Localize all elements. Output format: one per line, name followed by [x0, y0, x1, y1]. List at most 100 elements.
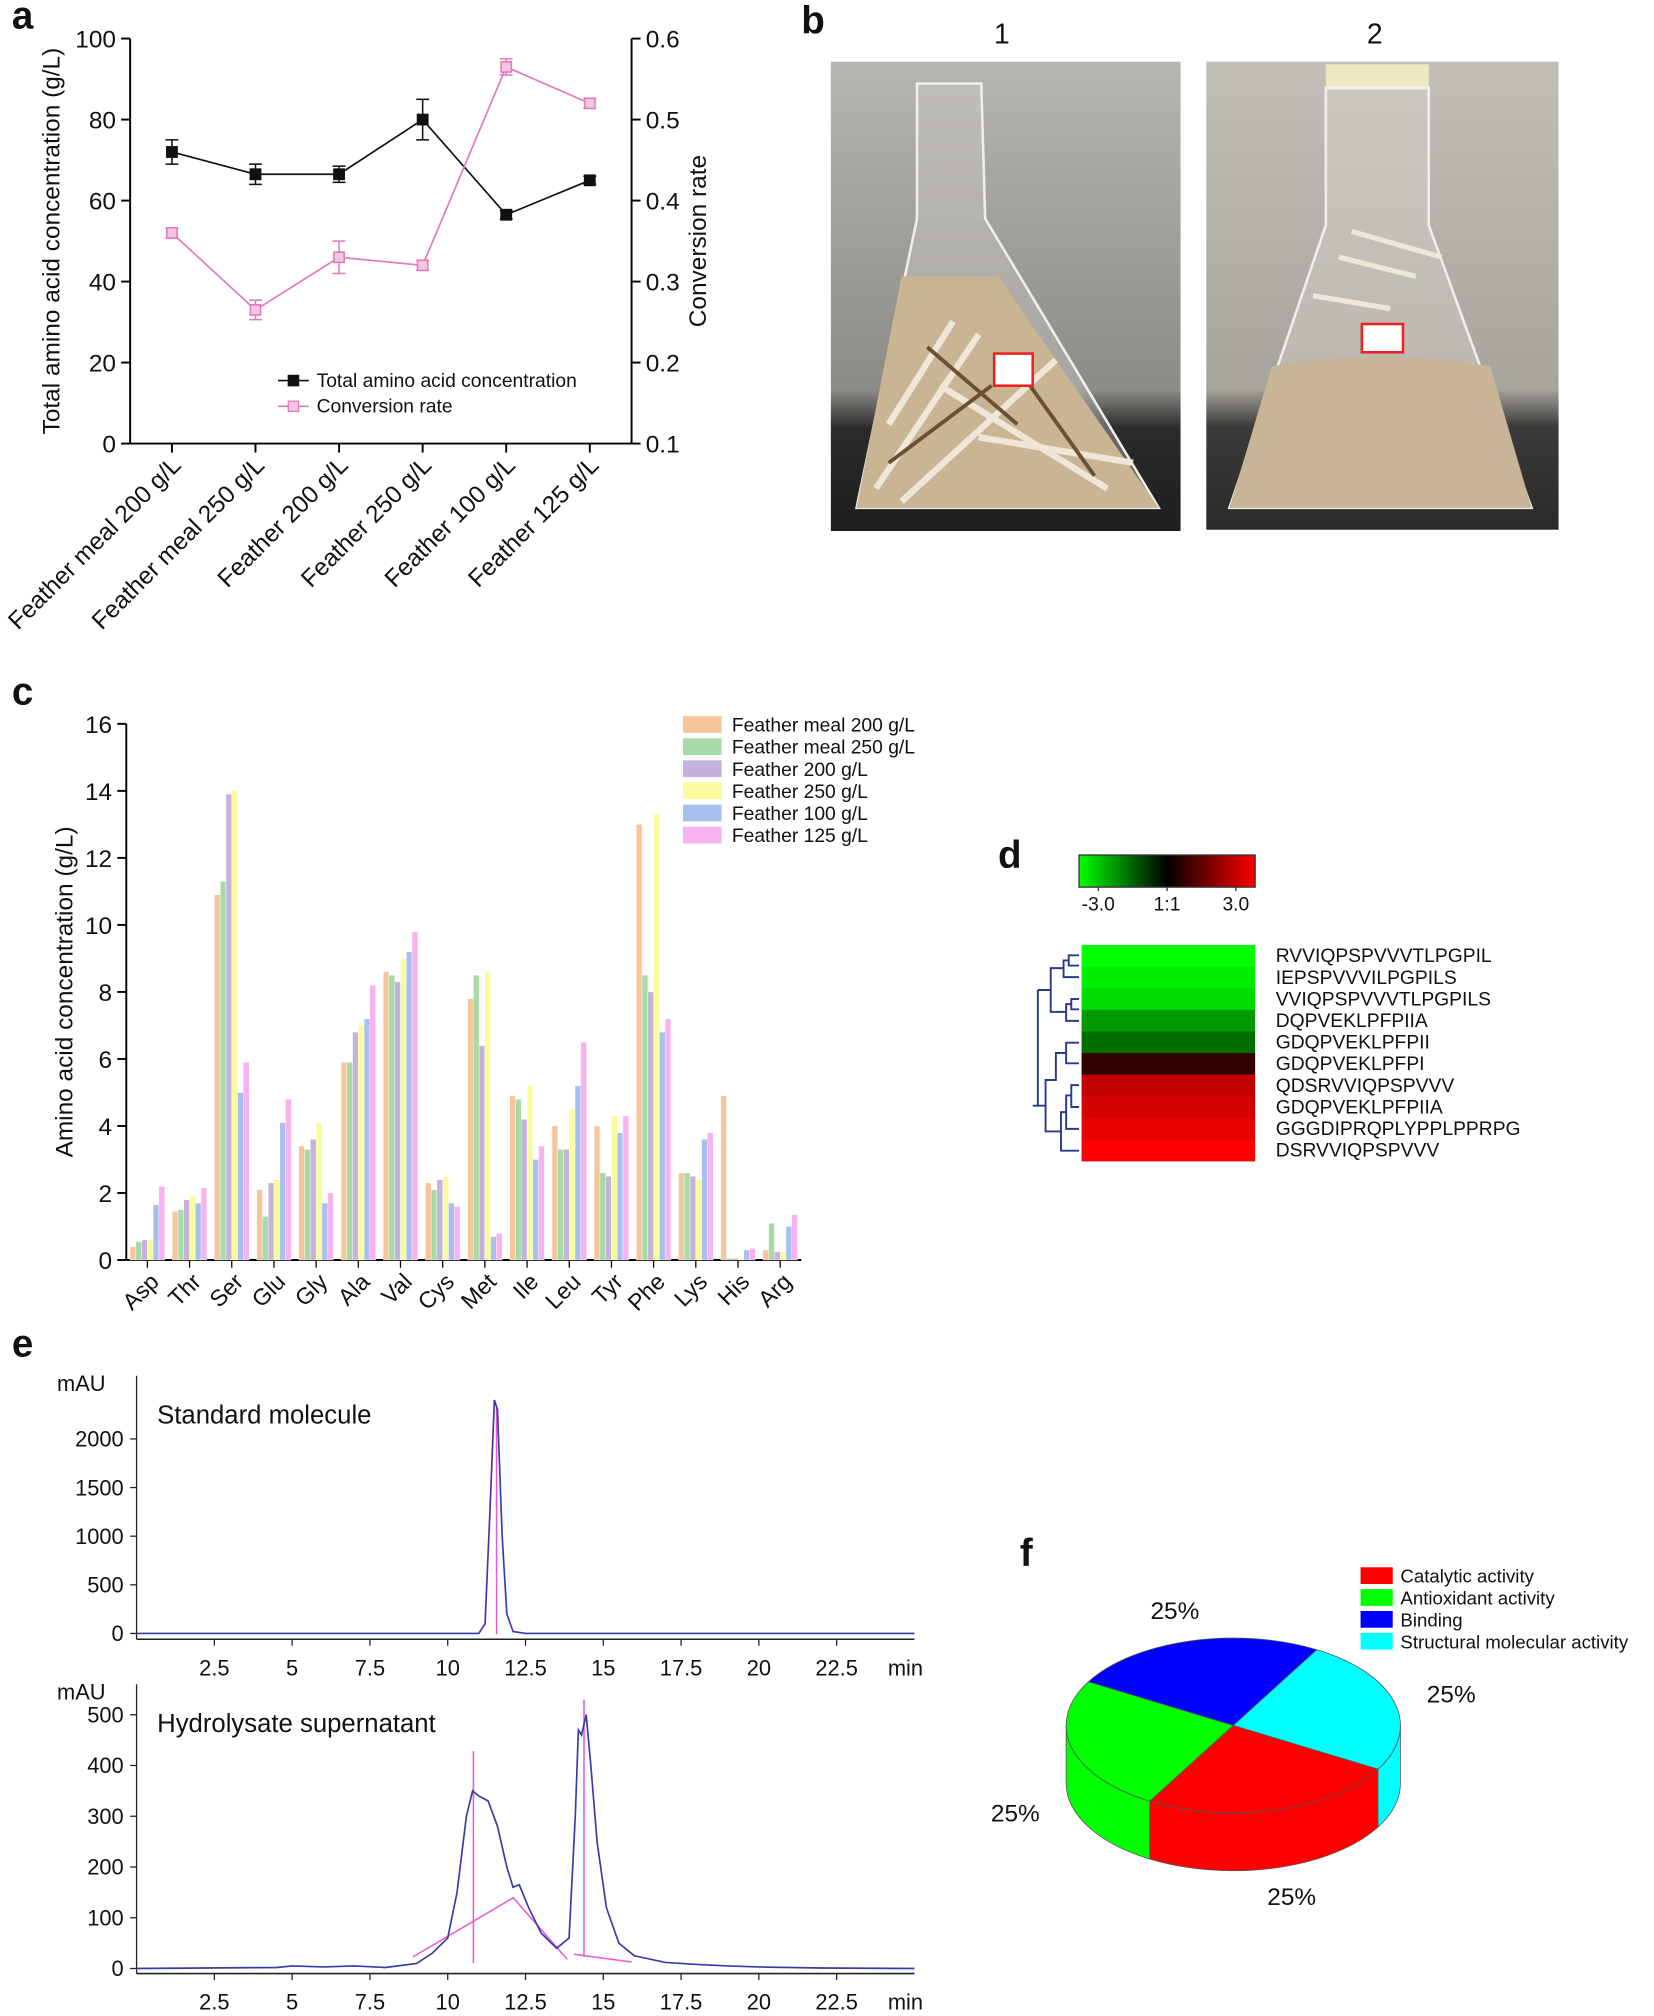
chromatogram-line	[136, 1399, 915, 1635]
x-tick-label: Phe	[623, 1268, 670, 1315]
bar	[743, 1249, 750, 1261]
bar	[195, 1202, 202, 1261]
bar	[177, 1209, 184, 1261]
series-line	[171, 65, 591, 311]
bar	[473, 974, 480, 1261]
bar	[411, 931, 418, 1261]
y-tick-label: 500	[87, 1702, 123, 1727]
heatmap-cell	[1081, 1074, 1256, 1097]
bar	[183, 1199, 190, 1261]
row-label: DSRVVIQPSPVVV	[1276, 1141, 1440, 1162]
bar	[147, 1239, 154, 1261]
bar	[346, 1062, 353, 1261]
marker	[333, 168, 345, 181]
row-label: RVVIQPSPVVVTLPGPIL	[1276, 946, 1492, 967]
x-tick-label: 10	[436, 1990, 460, 2015]
y-tick-label: 100	[87, 1905, 123, 1930]
legend-swatch	[1360, 1632, 1393, 1650]
bar	[563, 1149, 570, 1261]
row-label: GDQPVEKLPFPIIA	[1276, 1097, 1443, 1118]
photo-label: 1	[994, 18, 1010, 50]
panel-label: e	[12, 1322, 33, 1365]
legend-label: Feather 100 g/L	[732, 804, 868, 825]
y-tick-label: 60	[89, 189, 116, 216]
bar	[526, 1085, 534, 1261]
x-tick-label: 10	[436, 1655, 460, 1680]
bar	[214, 894, 221, 1261]
marker	[249, 304, 262, 316]
bar	[243, 1062, 250, 1261]
bar	[574, 1085, 581, 1261]
bar	[636, 824, 643, 1261]
bar	[762, 1249, 769, 1261]
bar	[363, 1018, 371, 1261]
row-label: QDSRVVIQPSPVVV	[1276, 1076, 1455, 1097]
bar	[262, 1216, 269, 1261]
x-axis-label: min	[888, 1990, 923, 2015]
bar	[720, 1095, 727, 1261]
bar	[237, 1092, 244, 1261]
panel-label: b	[801, 0, 825, 42]
x-tick-label: Glu	[246, 1268, 290, 1312]
bar	[467, 998, 474, 1261]
bar	[515, 1098, 522, 1261]
marker	[583, 174, 596, 187]
bar	[158, 1186, 165, 1261]
y-tick-label: 4	[99, 1114, 113, 1141]
heatmap-cell	[1081, 945, 1256, 967]
bar	[737, 1258, 744, 1261]
bar	[152, 1204, 160, 1261]
bar	[400, 958, 407, 1261]
bar	[352, 1031, 359, 1261]
y-tick-label: 20	[89, 351, 116, 378]
pie-value-label: 25%	[1150, 1598, 1199, 1625]
y-tick-label: 12	[85, 846, 112, 873]
heatmap-cell	[1081, 1139, 1256, 1162]
y-tick-label: 300	[87, 1804, 123, 1829]
marker	[500, 208, 513, 221]
legend-swatch	[683, 716, 722, 733]
legend-swatch	[1360, 1589, 1393, 1606]
bar	[200, 1187, 208, 1261]
bar	[768, 1222, 775, 1261]
bar	[231, 790, 238, 1261]
pie-value-label: 25%	[1427, 1682, 1476, 1709]
x-tick-label: Tyr	[587, 1268, 628, 1309]
bar	[532, 1159, 539, 1261]
pie-value-label: 25%	[991, 1801, 1040, 1828]
bar	[172, 1211, 179, 1261]
bar	[315, 1122, 323, 1261]
marker	[500, 61, 513, 73]
x-tick-label: Lys	[669, 1268, 712, 1311]
x-axis-label: min	[888, 1655, 923, 1680]
bar	[358, 1025, 365, 1261]
x-tick-label: 5	[286, 1990, 298, 2015]
bar	[327, 1192, 334, 1261]
marker	[416, 259, 429, 272]
bar	[701, 1139, 708, 1261]
bar	[647, 991, 654, 1261]
legend-label: Conversion rate	[317, 397, 453, 418]
panel-label: d	[998, 834, 1022, 877]
x-tick-label: 22.5	[815, 1655, 858, 1680]
row-label: VVIQPSPVVVTLPGPILS	[1276, 989, 1491, 1010]
legend-swatch	[683, 782, 722, 800]
bar	[425, 1182, 432, 1261]
bar	[189, 1196, 196, 1261]
heatmap-cell	[1081, 1117, 1256, 1140]
bar	[454, 1206, 461, 1261]
legend-label: Feather 200 g/L	[732, 760, 868, 781]
bar	[557, 1149, 564, 1261]
y-tick-label: 1000	[75, 1524, 124, 1549]
bar	[304, 1149, 311, 1261]
heatmap-cell	[1081, 988, 1256, 1011]
pie-slice	[1087, 1637, 1318, 1726]
bar	[267, 1182, 275, 1261]
bar	[484, 971, 491, 1261]
chart-title: Standard molecule	[157, 1401, 371, 1429]
row-label: GDQPVEKLPFPI	[1276, 1054, 1425, 1075]
bar	[617, 1132, 624, 1261]
x-tick-label: 2.5	[199, 1990, 229, 2015]
bar	[279, 1122, 286, 1261]
bar	[129, 1246, 137, 1261]
